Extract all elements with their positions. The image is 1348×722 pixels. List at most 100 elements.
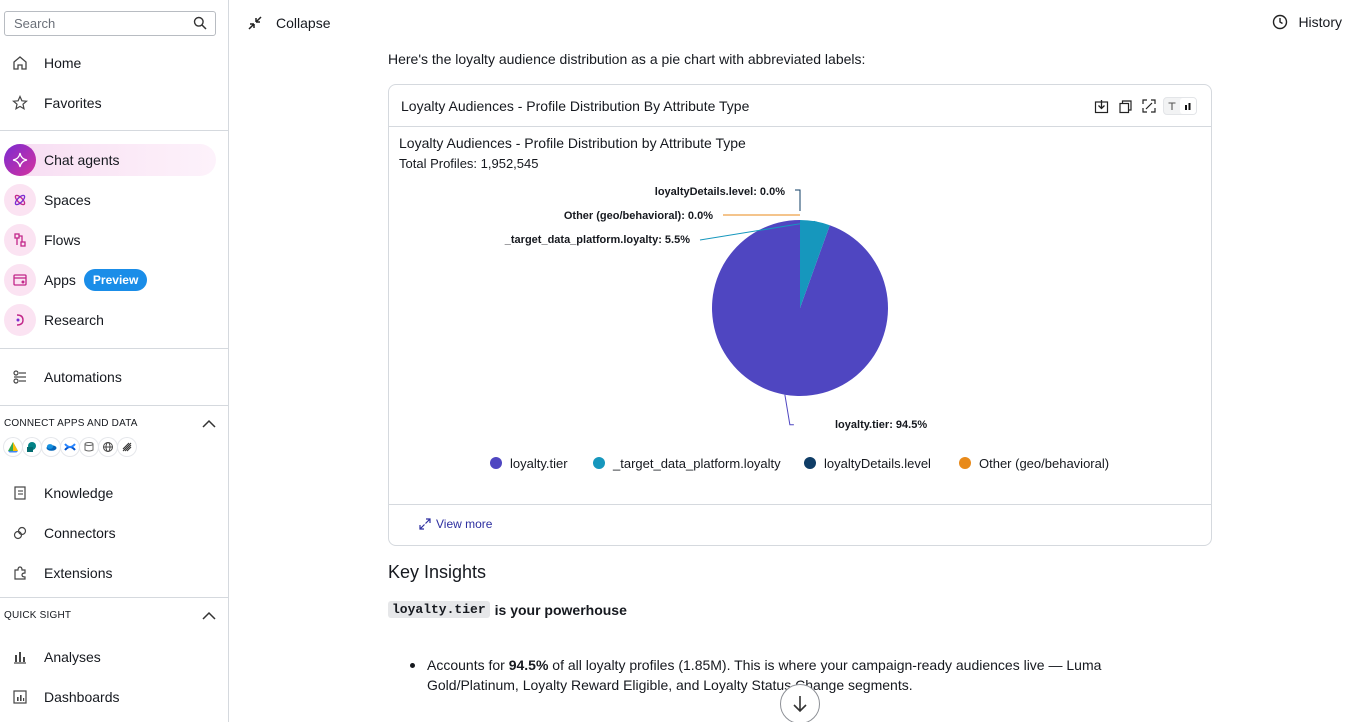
dashboards-icon [4,681,36,713]
collapse-label: Collapse [276,15,331,31]
nav-knowledge[interactable]: Knowledge [4,477,216,509]
scroll-down-button[interactable] [780,684,820,722]
history-label: History [1298,14,1342,30]
arrow-down-icon [793,696,807,713]
view-toggle[interactable] [1163,97,1197,115]
data-label-other-geo-behavioral: Other (geo/behavioral): 0.0% [564,210,713,222]
home-icon [4,47,36,79]
nav-apps-label: Apps [44,272,76,288]
data-label-loyaltydetails-level: loyaltyDetails.level: 0.0% [655,186,785,198]
collapse-button[interactable]: Collapse [246,14,330,32]
spaces-icon [4,184,36,216]
data-label-loyalty-tier: loyalty.tier: 94.5% [835,419,927,431]
leader-line-loyaltydetails-level [795,189,801,211]
pie-slice-loyalty-tier[interactable] [712,220,889,396]
copy-icon[interactable] [1115,96,1135,116]
connected-apps [4,438,137,456]
legend-swatch-loyaltydetails-level[interactable] [804,457,816,469]
bullet-dot [410,663,415,668]
nav-spaces[interactable]: Spaces [4,184,216,216]
insight-bullet: Accounts for 94.5% of all loyalty profil… [410,655,1130,695]
nav-extensions-label: Extensions [44,565,113,581]
nav-research[interactable]: Research [4,304,216,336]
nav-extensions[interactable]: Extensions [4,557,216,589]
nav-home[interactable]: Home [4,47,216,79]
legend-label-loyalty-tier[interactable]: loyalty.tier [510,456,568,471]
leader-line-target-data-platform-loyalty [699,220,816,241]
connect-section-header[interactable]: CONNECT APPS AND DATA [4,418,216,429]
apps-icon [4,264,36,296]
view-more-link[interactable]: View more [419,517,492,531]
nav-spaces-label: Spaces [44,192,91,208]
database-icon[interactable] [80,438,98,456]
chart-card-header: Loyalty Audiences - Profile Distribution… [389,85,1211,127]
search-icon[interactable] [193,16,207,30]
quicksight-section-header[interactable]: QUICK SIGHT [4,610,216,621]
download-icon[interactable] [1091,96,1111,116]
legend-label-loyaltydetails-level[interactable]: loyaltyDetails.level [824,456,931,471]
chart-card: Loyalty Audiences - Profile Distribution… [388,84,1212,546]
star-icon [4,87,36,119]
chevron-up-icon[interactable] [202,611,216,621]
bullet-text: Accounts for 94.5% of all loyalty profil… [427,655,1130,695]
divider [0,405,229,406]
sharepoint-icon[interactable] [23,438,41,456]
legend-swatch-loyalty-tier[interactable] [490,457,502,469]
data-label-target-data-platform-loyalty: _target_data_platform.loyalty: 5.5% [504,234,690,246]
nav-automations-label: Automations [44,369,122,385]
nav-apps[interactable]: Apps Preview [4,264,216,296]
nav-flows[interactable]: Flows [4,224,216,256]
powerhouse-text: is your powerhouse [494,601,627,618]
plugin-icon[interactable] [118,438,136,456]
nav-connectors[interactable]: Connectors [4,517,216,549]
divider [0,348,229,349]
nav-analyses[interactable]: Analyses [4,641,216,673]
nav-analyses-label: Analyses [44,649,101,665]
chart-view-icon[interactable] [1180,98,1196,114]
chart-title: Loyalty Audiences - Profile Distribution… [399,135,746,151]
nav-dashboards[interactable]: Dashboards [4,681,216,713]
powerhouse-heading: loyalty.tier is your powerhouse [388,601,627,618]
legend-swatch-target-data-platform-loyalty[interactable] [593,457,605,469]
nav-favorites[interactable]: Favorites [4,87,216,119]
collapse-icon [248,16,262,30]
legend-swatch-other-geo-behavioral[interactable] [959,457,971,469]
web-icon[interactable] [99,438,117,456]
google-drive-icon[interactable] [4,438,22,456]
nav-research-label: Research [44,312,104,328]
nav-automations[interactable]: Automations [4,361,216,393]
divider [0,130,229,131]
history-button[interactable]: History [1272,14,1342,30]
legend-label-target-data-platform-loyalty[interactable]: _target_data_platform.loyalty [612,456,781,471]
search-input[interactable] [5,12,185,35]
chart-toolbar [1087,96,1197,116]
bullet-pre: Accounts for [427,657,509,673]
nav-chat-agents[interactable]: Chat agents [4,144,216,176]
nav-favorites-label: Favorites [44,95,102,111]
chevron-up-icon[interactable] [202,419,216,429]
connectors-icon [4,517,36,549]
analyses-icon [4,641,36,673]
leader-line-loyalty-tier [784,394,794,426]
extensions-icon [4,557,36,589]
sparkle-icon [4,144,36,176]
confluence-icon[interactable] [61,438,79,456]
pie-chart: loyalty.tier: 94.5% _target_data_platform… [490,186,1109,471]
quicksight-section-title: QUICK SIGHT [4,610,72,621]
code-loyalty-tier: loyalty.tier [388,601,490,618]
nav-flows-label: Flows [44,232,81,248]
onedrive-icon[interactable] [42,438,60,456]
key-insights-heading: Key Insights [388,562,487,582]
text-view-icon[interactable] [1164,98,1180,114]
chart-card-title: Loyalty Audiences - Profile Distribution… [401,97,750,114]
chart-subtitle: Total Profiles: 1,952,545 [399,156,539,171]
expand-icon[interactable] [1139,96,1159,116]
preview-badge: Preview [83,269,148,291]
search-box[interactable] [4,11,216,36]
pie-slice-target-data-platform-loyalty[interactable] [800,220,830,308]
research-icon [4,304,36,336]
automations-icon [4,361,36,393]
bullet-bold: 94.5% [508,657,549,673]
legend-label-other-geo-behavioral[interactable]: Other (geo/behavioral) [979,456,1109,471]
nav-dashboards-label: Dashboards [44,689,120,705]
